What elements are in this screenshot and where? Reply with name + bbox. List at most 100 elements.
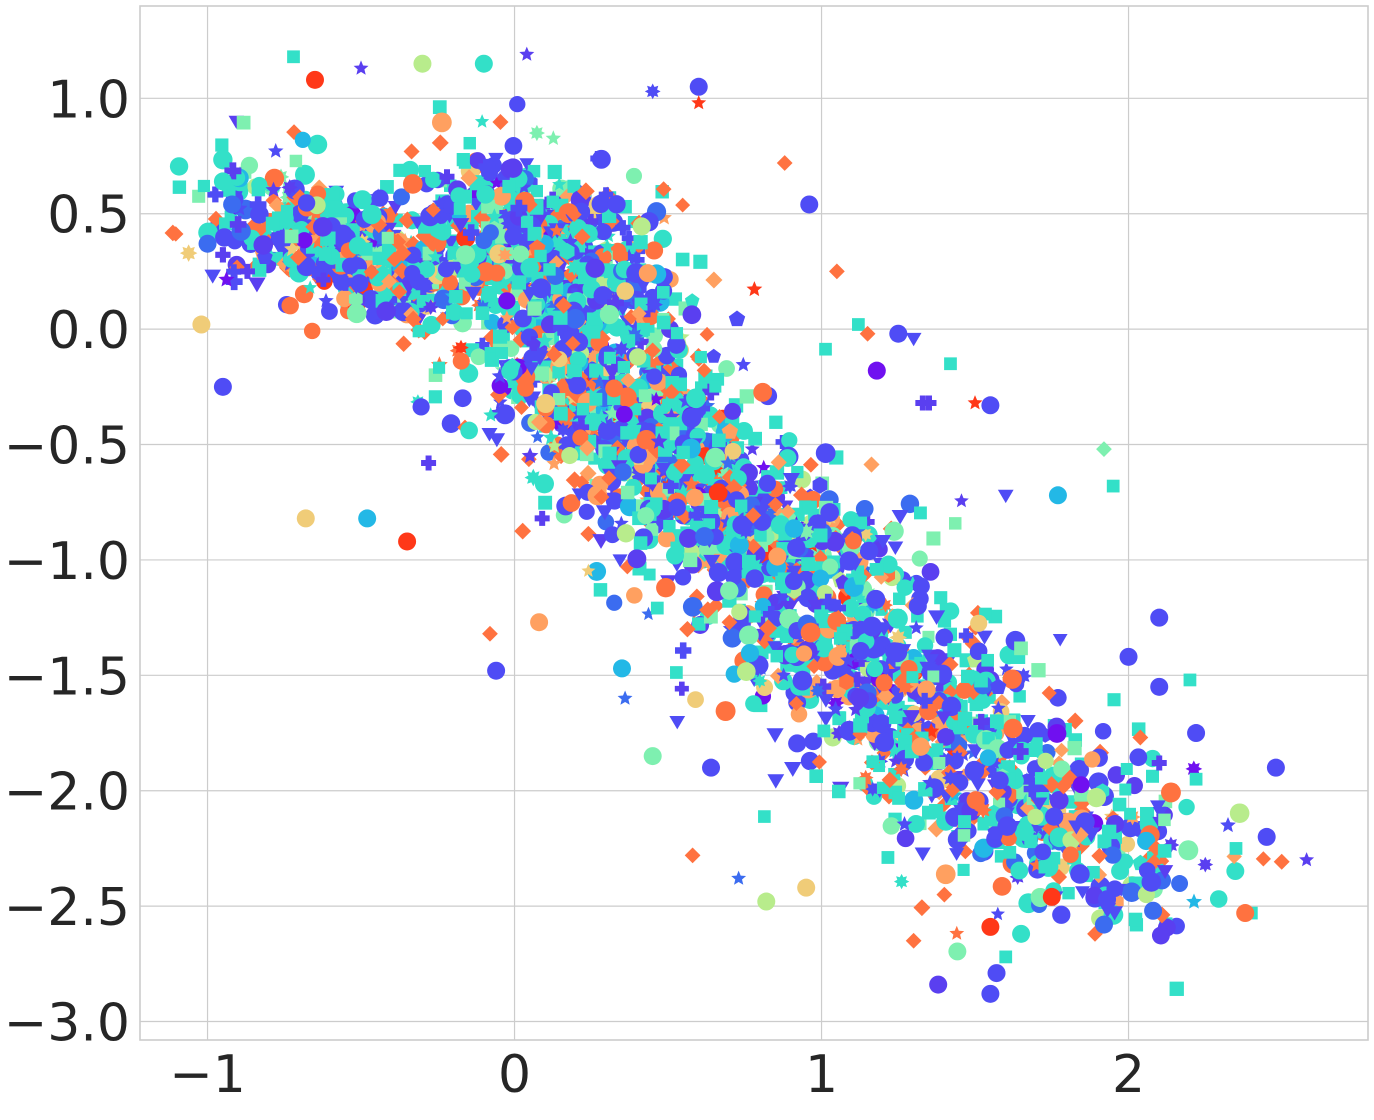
data-point bbox=[682, 552, 698, 568]
data-point bbox=[745, 569, 764, 588]
data-point bbox=[896, 579, 914, 596]
data-point bbox=[614, 248, 628, 264]
data-point bbox=[489, 175, 504, 190]
data-point bbox=[675, 252, 690, 267]
data-point bbox=[758, 474, 777, 493]
data-point bbox=[656, 286, 670, 299]
data-point bbox=[269, 234, 286, 248]
data-point bbox=[681, 407, 702, 428]
data-point bbox=[1054, 742, 1069, 758]
data-point bbox=[748, 610, 761, 623]
data-point bbox=[605, 379, 624, 398]
data-point bbox=[484, 352, 500, 367]
data-point bbox=[648, 391, 664, 406]
data-point bbox=[251, 176, 268, 194]
data-point bbox=[970, 614, 988, 632]
data-point bbox=[983, 763, 999, 778]
data-point bbox=[851, 641, 870, 661]
data-point bbox=[223, 195, 242, 214]
data-point bbox=[830, 609, 847, 627]
data-point bbox=[303, 322, 321, 340]
data-point bbox=[547, 164, 562, 180]
data-point bbox=[949, 750, 965, 765]
data-point bbox=[769, 465, 785, 480]
data-point bbox=[303, 280, 318, 294]
data-point bbox=[911, 550, 928, 567]
data-point bbox=[926, 531, 941, 546]
data-point bbox=[534, 510, 550, 526]
data-point bbox=[893, 592, 906, 605]
data-point bbox=[800, 751, 820, 771]
y-tick-label: −1.5 bbox=[4, 647, 130, 707]
data-point bbox=[179, 244, 198, 262]
data-point bbox=[474, 114, 490, 128]
data-point bbox=[820, 503, 840, 522]
data-point bbox=[674, 569, 692, 586]
data-point bbox=[497, 247, 513, 263]
data-point bbox=[673, 456, 691, 474]
data-point bbox=[942, 769, 960, 787]
data-point bbox=[679, 528, 699, 548]
data-point bbox=[1150, 677, 1169, 696]
data-point bbox=[1257, 827, 1276, 846]
data-point bbox=[957, 863, 970, 876]
data-point bbox=[881, 771, 898, 789]
data-point bbox=[666, 546, 685, 565]
data-point bbox=[316, 272, 331, 287]
data-point bbox=[599, 304, 620, 325]
data-point bbox=[668, 498, 686, 517]
data-point bbox=[1068, 820, 1085, 835]
data-point bbox=[881, 851, 895, 864]
data-point bbox=[425, 171, 442, 189]
data-point bbox=[732, 515, 753, 535]
data-point bbox=[519, 46, 535, 61]
data-point bbox=[559, 188, 576, 205]
data-point bbox=[499, 310, 515, 324]
data-point bbox=[577, 271, 591, 285]
data-point bbox=[218, 271, 235, 287]
data-point bbox=[579, 464, 597, 482]
data-point bbox=[1171, 875, 1189, 892]
data-point bbox=[973, 713, 990, 730]
data-point bbox=[781, 432, 798, 449]
data-point bbox=[403, 143, 420, 160]
data-point bbox=[1178, 840, 1199, 861]
data-point bbox=[612, 659, 631, 678]
data-point bbox=[641, 606, 656, 621]
data-point bbox=[578, 503, 595, 520]
data-point bbox=[677, 474, 695, 489]
data-point bbox=[981, 396, 1000, 415]
data-point bbox=[552, 320, 568, 336]
data-point bbox=[875, 674, 893, 692]
y-tick-label: −2.5 bbox=[4, 878, 130, 938]
data-point bbox=[774, 588, 792, 605]
data-point bbox=[816, 711, 835, 727]
data-point bbox=[268, 197, 285, 214]
data-point bbox=[1107, 693, 1121, 707]
data-point bbox=[876, 781, 890, 795]
data-point bbox=[565, 258, 583, 276]
data-point bbox=[742, 554, 756, 569]
data-point bbox=[587, 325, 601, 339]
data-point bbox=[172, 180, 187, 194]
data-point bbox=[887, 608, 908, 629]
data-point bbox=[644, 83, 661, 100]
data-point bbox=[503, 158, 523, 178]
data-point bbox=[481, 427, 498, 442]
data-point bbox=[887, 642, 908, 663]
data-point bbox=[1119, 647, 1138, 666]
data-point bbox=[504, 227, 523, 246]
data-point bbox=[800, 622, 821, 643]
data-point bbox=[1120, 762, 1133, 776]
data-point bbox=[902, 710, 921, 726]
data-point bbox=[543, 263, 556, 276]
data-point bbox=[829, 599, 846, 617]
data-point bbox=[722, 628, 742, 648]
data-point bbox=[656, 315, 671, 330]
data-point bbox=[1124, 807, 1137, 820]
data-point bbox=[567, 179, 581, 193]
data-point bbox=[845, 532, 862, 550]
data-point bbox=[620, 485, 635, 500]
data-point bbox=[520, 215, 534, 228]
data-point bbox=[670, 327, 684, 340]
